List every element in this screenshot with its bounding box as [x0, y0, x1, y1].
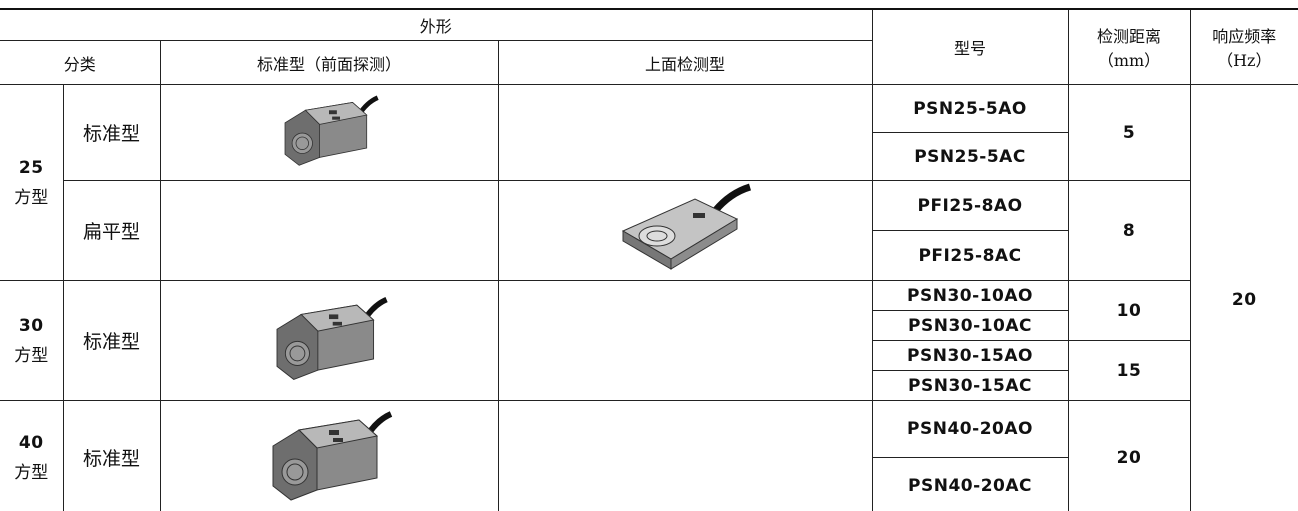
group-cell: 25 方型 [0, 84, 64, 281]
distance-cell: 20 [1067, 400, 1191, 511]
header-cell: 分类 [0, 40, 161, 85]
image-cell [497, 84, 873, 181]
image-cell [497, 280, 873, 401]
group-size: 30 [18, 315, 44, 336]
sensor-image [284, 95, 379, 166]
model-cell: PSN30-10AO [871, 280, 1069, 311]
model-cell: PSN40-20AO [871, 400, 1069, 458]
subtype-cell: 标准型 [62, 84, 161, 181]
distance-cell: 10 [1067, 280, 1191, 341]
body-row: PSN25-5AC [0, 132, 1298, 181]
body-row: 扁平型 PFI25-8AO 8 [0, 180, 1298, 281]
spec-table: 外形 型号 检测距离 （mm） 响应频率 （Hz） 分类 标准型（前面探测） 上面检… [0, 8, 1298, 511]
group-size: 40 [18, 432, 44, 453]
header-cell: 标准型（前面探测） [159, 40, 499, 85]
table-body: 外形 型号 检测距离 （mm） 响应频率 （Hz） 分类 标准型（前面探测） 上面检… [0, 8, 1298, 511]
header-row: 分类 标准型（前面探测） 上面检测型 [0, 40, 1298, 85]
header-text: 检测距离 [1097, 27, 1162, 46]
header-row: 外形 型号 检测距离 （mm） 响应频率 （Hz） [0, 8, 1298, 85]
distance-cell: 5 [1067, 84, 1191, 181]
group-shape: 方型 [14, 345, 49, 366]
group-cell: 40 方型 [0, 400, 64, 511]
group-cell: 30 方型 [0, 280, 64, 401]
model-cell: PSN30-15AO [872, 340, 1069, 371]
model-cell: PSN25-5AC [872, 132, 1069, 181]
image-cell [497, 180, 873, 281]
header-cell: 外形 [0, 8, 873, 41]
group-shape: 方型 [14, 462, 49, 483]
header-unit: （Hz） [1217, 51, 1272, 70]
model-cell: PFI25-8AO [871, 180, 1069, 231]
frequency-cell: 20 [1189, 84, 1298, 511]
page: 外形 型号 检测距离 （mm） 响应频率 （Hz） 分类 标准型（前面探测） 上面检… [0, 8, 1298, 511]
header-cell: 上面检测型 [497, 40, 873, 85]
body-row: PSN30-10AC [0, 310, 1298, 341]
subtype-cell: 标准型 [62, 400, 161, 511]
body-row: PFI25-8AC [0, 230, 1298, 281]
sensor-image [272, 411, 393, 501]
header-unit: （mm） [1097, 51, 1161, 70]
sensor-image [621, 183, 752, 270]
body-row: PSN30-15AC [0, 370, 1298, 401]
image-cell [159, 180, 499, 281]
body-row: 25 方型 标准型 PSN25-5AO 5 20 [0, 84, 1298, 511]
group-size: 25 [18, 157, 44, 178]
image-cell [159, 280, 499, 401]
model-cell: PSN25-5AO [871, 84, 1069, 133]
model-cell: PFI25-8AC [872, 230, 1069, 281]
image-cell [159, 84, 499, 181]
body-row: PSN40-20AC [0, 457, 1298, 511]
sensor-image [276, 297, 388, 381]
image-cell [497, 400, 873, 511]
header-cell: 型号 [871, 8, 1069, 85]
model-cell: PSN30-15AC [872, 370, 1069, 401]
body-row: 40 方型 标准型 PSN40-20AO 20 [0, 400, 1298, 511]
header-text: 响应频率 [1212, 27, 1277, 46]
subtype-cell: 扁平型 [63, 180, 161, 281]
distance-cell: 15 [1067, 340, 1191, 401]
distance-cell: 8 [1067, 180, 1191, 281]
image-cell [159, 400, 499, 511]
header-cell: 响应频率 （Hz） [1189, 8, 1298, 85]
body-row: 30 方型 标准型 PSN30-10AO 10 [0, 280, 1298, 401]
subtype-cell: 标准型 [62, 280, 161, 401]
header-cell: 检测距离 （mm） [1067, 8, 1191, 85]
model-cell: PSN30-10AC [872, 310, 1069, 341]
model-cell: PSN40-20AC [872, 457, 1069, 511]
group-shape: 方型 [14, 187, 49, 208]
body-row: PSN30-15AO 15 [0, 340, 1298, 401]
